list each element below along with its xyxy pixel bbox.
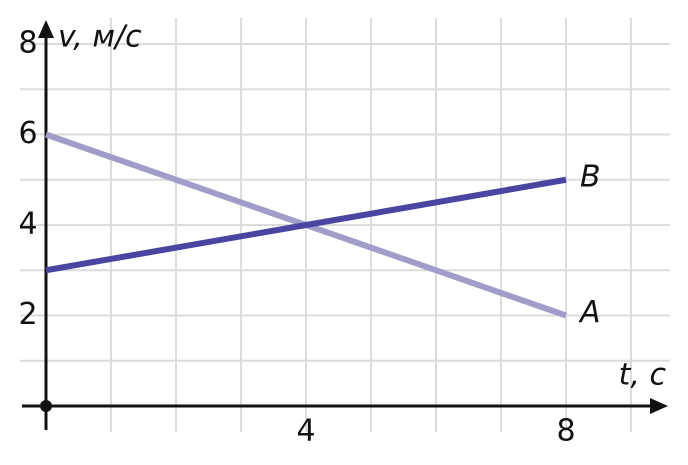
series-label: B — [580, 159, 601, 194]
x-axis-arrow — [650, 398, 668, 414]
y-tick-label: 2 — [18, 297, 37, 332]
series-label: A — [578, 295, 601, 330]
y-tick-label: 6 — [18, 116, 37, 151]
y-axis-arrow — [38, 20, 54, 38]
grid — [20, 18, 670, 432]
x-tick-label: 8 — [556, 414, 575, 449]
y-tick-label: 8 — [18, 26, 37, 61]
x-axis-label: t, с — [619, 358, 667, 393]
origin-dot — [40, 400, 52, 412]
y-tick-label: 4 — [18, 207, 37, 242]
y-axis-label: v, м/с — [58, 20, 142, 55]
x-tick-label: 4 — [296, 414, 315, 449]
series-line — [45, 176, 567, 274]
